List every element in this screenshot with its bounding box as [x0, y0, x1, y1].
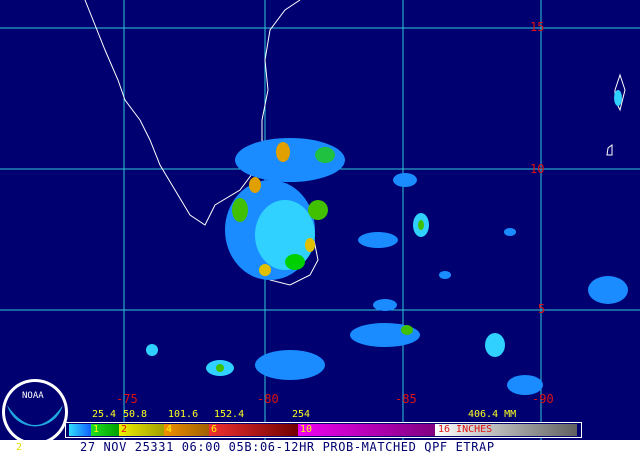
mm-label: 152.4: [214, 409, 245, 420]
corner-mark: 2: [16, 442, 23, 453]
inch-label: 16 INCHES: [438, 424, 493, 435]
lon-label-75: -75: [116, 392, 138, 406]
color-scale-legend: 1 2 4 6 10 16 INCHES: [65, 422, 582, 438]
noaa-logo: NOAA: [2, 379, 68, 445]
lat-label-5: 5: [538, 302, 546, 316]
mm-label: 406.4 MM: [468, 409, 517, 420]
lon-label-80: -80: [257, 392, 279, 406]
mm-label: 101.6: [168, 409, 199, 420]
mm-label: 25.4: [92, 409, 117, 420]
logo-text: NOAA: [22, 391, 44, 401]
footer-caption: 2 27 NOV 25331 06:00 05B:06-12HR PROB-MA…: [0, 440, 640, 455]
product-title: 27 NOV 25331 06:00 05B:06-12HR PROB-MATC…: [80, 440, 495, 454]
inch-label: 2: [121, 424, 128, 435]
lon-label-85: -85: [395, 392, 417, 406]
lat-label-15: 15: [530, 20, 545, 34]
precipitation-areas: [146, 90, 628, 395]
coastline: [84, 0, 626, 286]
inch-label: 10: [300, 424, 313, 435]
mm-label: 50.8: [123, 409, 148, 420]
inch-label: 1: [93, 424, 100, 435]
lat-lon-grid: [0, 0, 640, 440]
inch-label: 6: [211, 424, 218, 435]
mm-label: 254: [292, 409, 311, 420]
lon-label-90: -90: [532, 392, 554, 406]
inch-label: 4: [166, 424, 173, 435]
lat-label-10: 10: [530, 162, 545, 176]
